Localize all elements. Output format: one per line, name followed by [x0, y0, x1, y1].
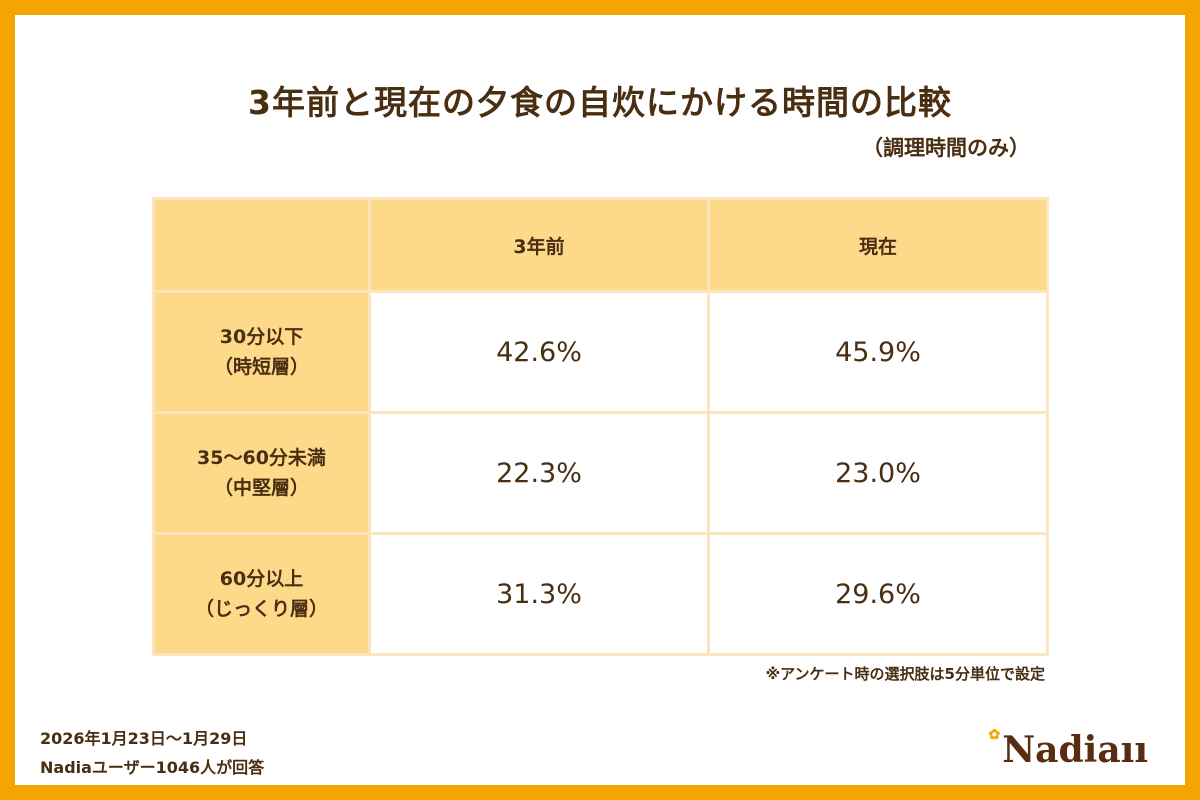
header-3-years-ago: 3年前 — [368, 197, 710, 293]
row-label-main: 60分以上 — [219, 568, 304, 590]
table-row: 35〜60分未満 （中堅層） 22.3% 23.0% — [152, 411, 1049, 535]
value-now: 23.0% — [707, 411, 1049, 535]
survey-period: 2026年1月23日〜1月29日 — [40, 729, 248, 748]
row-label-sub: （中堅層） — [213, 477, 309, 499]
nadia-logo: ✿ Nadia ıı — [989, 728, 1149, 772]
row-label-main: 30分以下 — [219, 326, 304, 348]
footnote: ※アンケート時の選択肢は5分単位で設定 — [765, 665, 1045, 683]
fork-spoon-icon: ıı — [1120, 729, 1148, 771]
survey-info: 2026年1月23日〜1月29日 Nadiaユーザー1046人が回答 — [40, 724, 264, 782]
value-before: 22.3% — [368, 411, 710, 535]
value-before: 31.3% — [368, 532, 710, 656]
row-label: 60分以上 （じっくり層） — [152, 532, 371, 656]
value-now: 29.6% — [707, 532, 1049, 656]
page-title: 3年前と現在の夕食の自炊にかける時間の比較 — [248, 83, 952, 122]
value-before: 42.6% — [368, 290, 710, 414]
header-now: 現在 — [707, 197, 1049, 293]
row-label-sub: （じっくり層） — [194, 598, 328, 620]
survey-respondents: Nadiaユーザー1046人が回答 — [40, 758, 265, 777]
row-label-sub: （時短層） — [213, 356, 309, 378]
comparison-table: 3年前 現在 30分以下 （時短層） 42.6% 45.9% 35〜60分未満 （中… — [152, 197, 1049, 656]
header-empty — [152, 197, 371, 293]
value-now: 45.9% — [707, 290, 1049, 414]
table-row: 30分以下 （時短層） 42.6% 45.9% — [152, 290, 1049, 414]
page-subtitle: （調理時間のみ） — [862, 136, 1030, 160]
logo-text: Nadia — [1002, 729, 1121, 771]
flower-icon: ✿ — [988, 727, 1001, 743]
table-row: 60分以上 （じっくり層） 31.3% 29.6% — [152, 532, 1049, 656]
row-label: 30分以下 （時短層） — [152, 290, 371, 414]
row-label: 35〜60分未満 （中堅層） — [152, 411, 371, 535]
table-header-row: 3年前 現在 — [152, 197, 1049, 293]
row-label-main: 35〜60分未満 — [197, 447, 326, 469]
